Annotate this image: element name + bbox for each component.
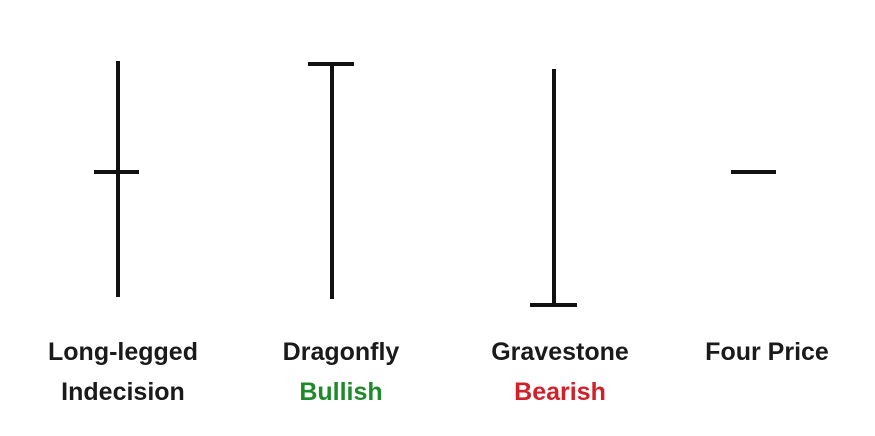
long-legged-doji — [94, 61, 139, 297]
dragonfly-subtitle: Bullish — [299, 378, 383, 406]
gravestone-doji — [530, 69, 577, 307]
dragonfly-doji — [308, 62, 354, 299]
gravestone-name: Gravestone — [491, 338, 629, 366]
gravestone-subtitle: Bearish — [514, 378, 606, 406]
long-legged-label: Long-legged Indecision — [23, 332, 223, 412]
dragonfly-name: Dragonfly — [282, 338, 400, 366]
long-legged-subtitle: Indecision — [61, 378, 185, 406]
dragonfly-label: Dragonfly Bullish — [241, 332, 441, 412]
four-price-label: Four Price — [667, 332, 867, 372]
gravestone-label: Gravestone Bearish — [460, 332, 660, 412]
four-price-name: Four Price — [705, 338, 829, 366]
long-legged-name: Long-legged — [48, 338, 198, 366]
